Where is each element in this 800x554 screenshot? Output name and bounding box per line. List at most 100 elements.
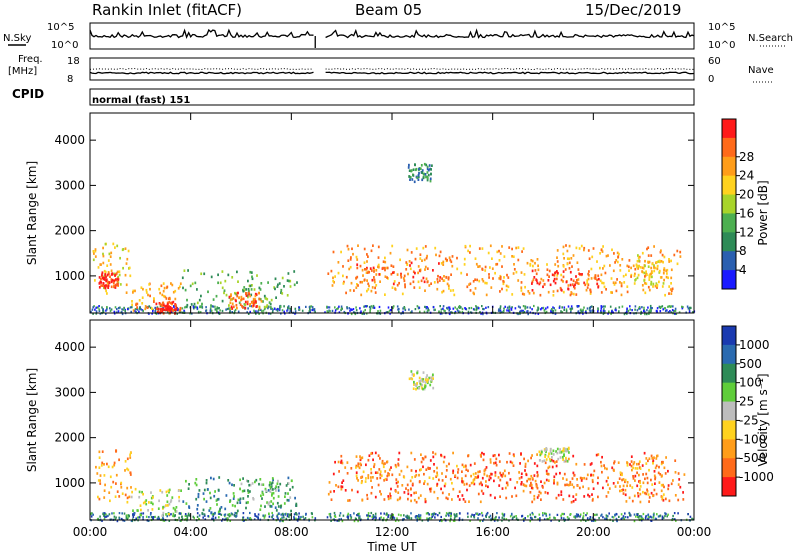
echo-cell <box>619 489 621 493</box>
echo-cell <box>591 309 594 312</box>
echo-cell <box>541 450 543 454</box>
echo-cell <box>496 512 498 515</box>
echo-cell <box>287 492 289 495</box>
echo-cell <box>545 448 548 451</box>
echo-cell <box>355 455 358 458</box>
echo-cell <box>566 460 569 463</box>
echo-cell <box>185 479 187 483</box>
echo-cell <box>502 514 504 517</box>
echo-cell <box>286 515 289 518</box>
echo-cell <box>636 309 639 312</box>
echo-cell <box>281 276 284 280</box>
echo-cell <box>483 452 485 456</box>
echo-cell <box>407 272 409 276</box>
echo-cell <box>411 377 414 381</box>
echo-cell <box>667 469 669 473</box>
echo-cell <box>495 463 498 467</box>
echo-cell <box>628 269 630 272</box>
echo-cell <box>418 518 421 521</box>
echo-cell <box>165 297 168 300</box>
echo-cell <box>170 499 173 502</box>
echo-cell <box>588 495 591 498</box>
echo-cell <box>144 307 147 311</box>
echo-cell <box>106 284 109 288</box>
echo-cell <box>340 454 343 458</box>
echo-cell <box>642 512 645 516</box>
echo-cell <box>370 476 372 479</box>
echo-cell <box>207 488 209 491</box>
echo-cell <box>417 174 420 177</box>
echo-cell <box>427 466 430 470</box>
echo-cell <box>674 471 677 474</box>
echo-cell <box>469 251 471 254</box>
echo-cell <box>332 279 335 283</box>
echo-cell <box>414 168 417 172</box>
echo-cell <box>162 308 165 311</box>
echo-cell <box>175 506 178 509</box>
echo-cell <box>409 178 411 181</box>
echo-cell <box>480 312 482 315</box>
echo-cell <box>150 516 153 519</box>
echo-cell <box>406 514 409 517</box>
echo-cell <box>239 478 241 482</box>
echo-cell <box>287 499 290 502</box>
echo-cell <box>426 254 428 258</box>
echo-cell <box>434 516 436 519</box>
echo-cell <box>389 495 392 498</box>
echo-cell <box>410 251 413 254</box>
echo-cell <box>121 312 124 316</box>
echo-cell <box>311 512 313 516</box>
echo-cell <box>260 504 262 508</box>
echo-cell <box>520 482 523 486</box>
echo-cell <box>174 510 177 513</box>
echo-cell <box>646 247 648 251</box>
echo-cell <box>529 520 531 523</box>
echo-cell <box>568 517 570 520</box>
echo-cell <box>264 297 267 300</box>
echo-cell <box>275 308 278 311</box>
echo-cell <box>148 516 150 519</box>
echo-cell <box>309 311 311 314</box>
echo-cell <box>691 311 694 314</box>
echo-cell <box>253 288 256 291</box>
echo-cell <box>542 512 544 515</box>
echo-cell <box>507 309 510 312</box>
echo-cell <box>522 517 525 521</box>
echo-cell <box>392 513 394 516</box>
echo-cell <box>499 290 501 293</box>
echo-cell <box>652 494 654 498</box>
echo-cell <box>166 500 169 504</box>
echo-cell <box>218 509 221 513</box>
echo-cell <box>298 308 301 311</box>
echo-cell <box>289 285 292 288</box>
echo-cell <box>429 467 431 470</box>
echo-cell <box>113 463 116 467</box>
echo-cell <box>555 450 557 453</box>
echo-cell <box>586 517 589 520</box>
echo-cell <box>603 264 606 268</box>
echo-cell <box>224 513 227 516</box>
echo-cell <box>382 517 385 520</box>
echo-cell <box>389 312 391 315</box>
station-title: Rankin Inlet (fitACF) <box>92 1 242 19</box>
echo-cell <box>634 272 636 276</box>
echo-cell <box>374 286 376 290</box>
echo-cell <box>277 479 279 483</box>
echo-cell <box>472 280 475 283</box>
echo-cell <box>373 463 376 466</box>
echo-cell <box>277 489 280 492</box>
echo-cell <box>432 373 434 377</box>
echo-cell <box>112 281 115 285</box>
echo-cell <box>212 477 215 481</box>
echo-cell <box>416 518 418 521</box>
echo-cell <box>334 275 336 278</box>
echo-cell <box>542 306 545 309</box>
echo-cell <box>473 292 475 296</box>
echo-cell <box>682 498 685 501</box>
echo-cell <box>189 284 192 288</box>
echo-cell <box>215 309 218 312</box>
echo-cell <box>249 270 252 274</box>
echo-cell <box>442 260 445 264</box>
echo-cell <box>127 516 129 519</box>
echo-cell <box>611 291 613 294</box>
